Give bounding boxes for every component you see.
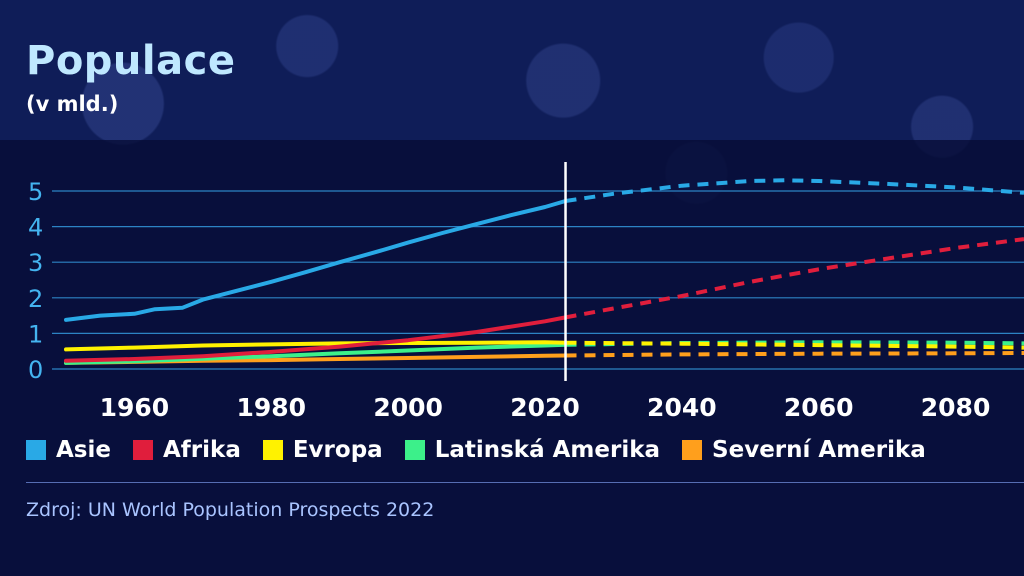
legend-item-evropa: Evropa [262, 437, 383, 463]
x-tick-label: 2000 [373, 393, 443, 422]
legend-item-asie: Asie [26, 437, 111, 463]
x-tick-label: 2060 [784, 393, 854, 422]
series-line-asie-projection [565, 178, 1024, 203]
legend-label-severni-amerika: Severní Amerika [712, 437, 926, 463]
legend-item-afrika: Afrika [132, 437, 241, 463]
page-title: Populace [26, 38, 236, 84]
series-line-evropa-projection [565, 340, 1024, 350]
legend-item-severni-amerika: Severní Amerika [682, 437, 926, 463]
y-tick-label: 5 [28, 178, 43, 206]
series-line-evropa-historical [64, 340, 568, 352]
x-tick-label: 2020 [510, 393, 580, 422]
x-tick-label: 2040 [647, 393, 717, 422]
page-subtitle: (v mld.) [26, 92, 119, 116]
footer-divider [26, 482, 1024, 483]
chart-legend: Asie Afrika Evropa Latinská Amerika Seve… [26, 434, 926, 466]
legend-swatch-afrika [132, 440, 153, 460]
legend-swatch-latinska-amerika [404, 440, 425, 460]
y-tick-label: 4 [28, 214, 43, 242]
series-line-severni-amerika-projection [565, 351, 1024, 358]
y-tick-label: 0 [28, 356, 43, 384]
series-line-asie-historical [64, 199, 568, 322]
series-line-afrika-historical [64, 315, 568, 363]
legend-label-latinska-amerika: Latinská Amerika [434, 437, 661, 463]
y-tick-label: 1 [28, 320, 43, 348]
y-tick-label: 3 [28, 249, 43, 277]
source-note: Zdroj: UN World Population Prospects 202… [26, 499, 435, 521]
legend-swatch-evropa [262, 440, 283, 460]
legend-label-evropa: Evropa [292, 437, 383, 463]
x-tick-label: 1980 [236, 393, 306, 422]
series-line-afrika-projection [565, 237, 1024, 320]
legend-label-asie: Asie [56, 437, 111, 463]
legend-swatch-severni-amerika [682, 440, 703, 460]
series-line-latinska-amerika-historical [64, 342, 568, 365]
legend-item-latinska-amerika: Latinská Amerika [404, 437, 661, 463]
x-tick-label: 1960 [100, 393, 170, 422]
legend-label-afrika: Afrika [162, 437, 241, 463]
y-tick-label: 2 [28, 285, 43, 313]
x-tick-label: 2080 [921, 393, 991, 422]
legend-swatch-asie [26, 440, 46, 460]
